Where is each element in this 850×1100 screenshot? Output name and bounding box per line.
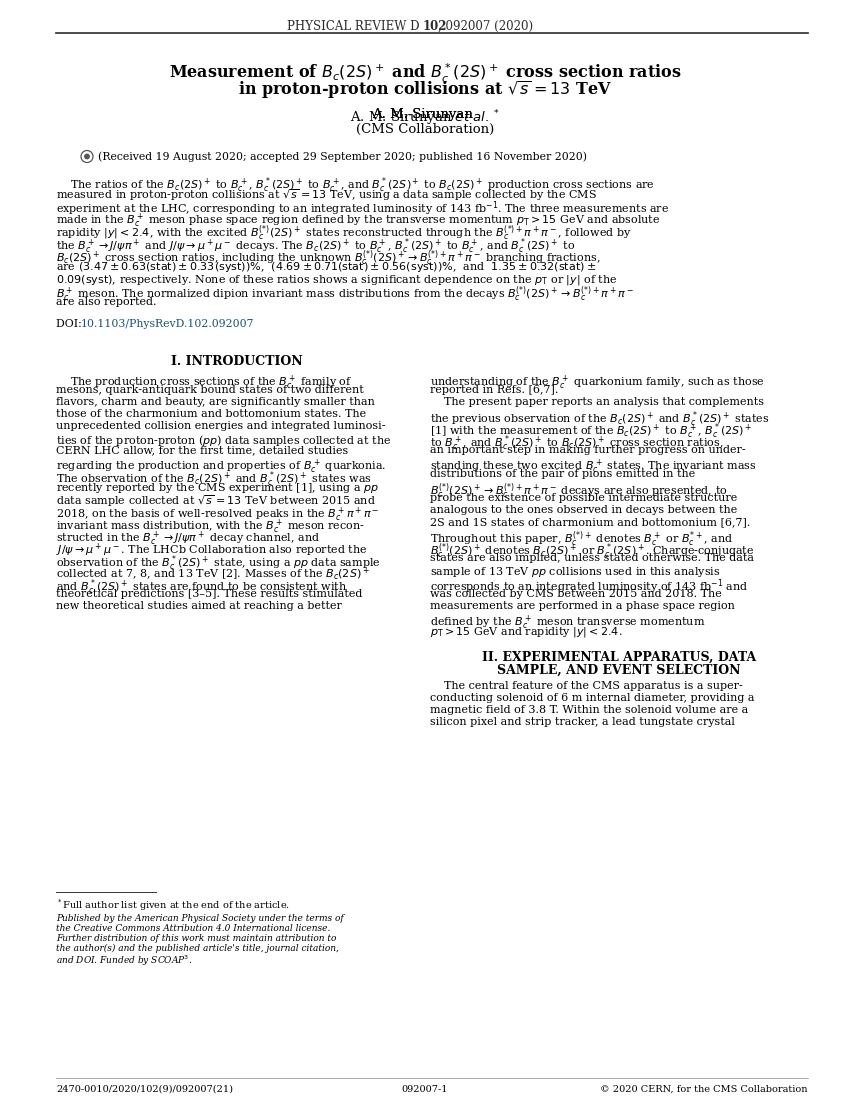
Text: (CMS Collaboration): (CMS Collaboration): [356, 123, 494, 136]
Text: flavors, charm and beauty, are significantly smaller than: flavors, charm and beauty, are significa…: [56, 397, 375, 407]
Text: I. INTRODUCTION: I. INTRODUCTION: [171, 355, 303, 368]
Text: The production cross sections of the $B_c^+$ family of: The production cross sections of the $B_…: [56, 373, 353, 392]
Text: corresponds to an integrated luminosity of 143 fb$^{-1}$ and: corresponds to an integrated luminosity …: [430, 578, 748, 596]
Text: invariant mass distribution, with the $B_c^+$ meson recon-: invariant mass distribution, with the $B…: [56, 517, 365, 536]
Text: theoretical predictions [3–5]. These results stimulated: theoretical predictions [3–5]. These res…: [56, 590, 362, 600]
Text: © 2020 CERN, for the CMS Collaboration: © 2020 CERN, for the CMS Collaboration: [600, 1085, 808, 1094]
Text: 092007-1: 092007-1: [402, 1085, 448, 1094]
Text: $B_c(2S)^+$ cross section ratios, including the unknown $B_c^{(*)}(2S)^+ \to B_c: $B_c(2S)^+$ cross section ratios, includ…: [56, 249, 600, 267]
Text: mesons, quark-antiquark bound states of two different: mesons, quark-antiquark bound states of …: [56, 385, 364, 395]
Text: (Received 19 August 2020; accepted 29 September 2020; published 16 November 2020: (Received 19 August 2020; accepted 29 Se…: [98, 151, 587, 162]
Text: Measurement of $B_c(2S)^+$ and $B_c^*(2S)^+$ cross section ratios: Measurement of $B_c(2S)^+$ and $B_c^*(2S…: [168, 62, 682, 85]
Text: 102: 102: [423, 20, 447, 33]
Text: structed in the $B_c^+ \to J/\psi\pi^+$ decay channel, and: structed in the $B_c^+ \to J/\psi\pi^+$ …: [56, 529, 320, 548]
Text: measurements are performed in a phase space region: measurements are performed in a phase sp…: [430, 602, 735, 612]
Text: are also reported.: are also reported.: [56, 297, 156, 307]
Text: defined by the $B_c^+$ meson transverse momentum: defined by the $B_c^+$ meson transverse …: [430, 613, 706, 631]
Text: sample of 13 TeV $pp$ collisions used in this analysis: sample of 13 TeV $pp$ collisions used in…: [430, 565, 721, 580]
Text: A. M. Sirunyan $\mathit{et\ al.}^*$: A. M. Sirunyan $\mathit{et\ al.}^*$: [350, 108, 500, 128]
Text: observation of the $B_c^*(2S)^+$ state, using a $pp$ data sample: observation of the $B_c^*(2S)^+$ state, …: [56, 553, 381, 573]
Text: DOI:: DOI:: [56, 319, 85, 329]
Text: reported in Refs. [6,7].: reported in Refs. [6,7].: [430, 385, 558, 395]
Text: made in the $B_c^+$ meson phase space region defined by the transverse momentum : made in the $B_c^+$ meson phase space re…: [56, 211, 660, 230]
Text: 2018, on the basis of well-resolved peaks in the $B_c^+\pi^+\pi^-$: 2018, on the basis of well-resolved peak…: [56, 505, 379, 524]
Text: , 092007 (2020): , 092007 (2020): [438, 20, 533, 33]
Text: states are also implied, unless stated otherwise. The data: states are also implied, unless stated o…: [430, 553, 754, 563]
Text: Published by the American Physical Society under the terms of: Published by the American Physical Socie…: [56, 914, 343, 923]
Text: $0.09({\rm syst})$, respectively. None of these ratios shows a significant depen: $0.09({\rm syst})$, respectively. None o…: [56, 273, 617, 287]
Text: $p_{\rm T} > 15$ GeV and rapidity $|y| < 2.4$.: $p_{\rm T} > 15$ GeV and rapidity $|y| <…: [430, 625, 622, 639]
Text: $^*$Full author list given at the end of the article.: $^*$Full author list given at the end of…: [56, 896, 290, 913]
Text: are $(3.47 \pm 0.63({\rm stat}) \pm 0.33({\rm syst}))\%$,  $(4.69 \pm 0.71({\rm : are $(3.47 \pm 0.63({\rm stat}) \pm 0.33…: [56, 261, 596, 274]
Text: 2470-0010/2020/102(9)/092007(21): 2470-0010/2020/102(9)/092007(21): [56, 1085, 233, 1094]
Text: $J/\psi \to \mu^+\mu^-$. The LHCb Collaboration also reported the: $J/\psi \to \mu^+\mu^-$. The LHCb Collab…: [56, 541, 367, 559]
Text: magnetic field of 3.8 T. Within the solenoid volume are a: magnetic field of 3.8 T. Within the sole…: [430, 705, 748, 715]
Text: and DOI. Funded by SCOAP$^3$.: and DOI. Funded by SCOAP$^3$.: [56, 954, 192, 968]
Text: new theoretical studies aimed at reaching a better: new theoretical studies aimed at reachin…: [56, 602, 342, 612]
Text: The ratios of the $B_c(2S)^+$ to $B_c^+$, $B_c^*(2S)^+$ to $B_c^+$, and $B_c^*(2: The ratios of the $B_c(2S)^+$ to $B_c^+$…: [56, 175, 654, 195]
Text: ties of the proton-proton ($pp$) data samples collected at the: ties of the proton-proton ($pp$) data sa…: [56, 433, 391, 448]
Circle shape: [85, 154, 89, 158]
Text: recently reported by the CMS experiment [1], using a $pp$: recently reported by the CMS experiment …: [56, 481, 379, 495]
Text: II. EXPERIMENTAL APPARATUS, DATA: II. EXPERIMENTAL APPARATUS, DATA: [482, 651, 756, 664]
Text: those of the charmonium and bottomonium states. The: those of the charmonium and bottomonium …: [56, 409, 366, 419]
Text: was collected by CMS between 2015 and 2018. The: was collected by CMS between 2015 and 20…: [430, 590, 722, 600]
Text: $B_c^+$ meson. The normalized dipion invariant mass distributions from the decay: $B_c^+$ meson. The normalized dipion inv…: [56, 285, 634, 305]
Text: analogous to the ones observed in decays between the: analogous to the ones observed in decays…: [430, 505, 737, 515]
Text: The central feature of the CMS apparatus is a super-: The central feature of the CMS apparatus…: [430, 681, 743, 691]
Text: an important step in making further progress on under-: an important step in making further prog…: [430, 446, 745, 455]
Text: data sample collected at $\sqrt{s} = 13$ TeV between 2015 and: data sample collected at $\sqrt{s} = 13$…: [56, 493, 376, 509]
Text: distributions of the pair of pions emitted in the: distributions of the pair of pions emitt…: [430, 470, 695, 480]
Text: the $B_c^+ \to J/\psi\pi^+$ and $J/\psi \to \mu^+\mu^-$ decays. The $B_c(2S)^+$ : the $B_c^+ \to J/\psi\pi^+$ and $J/\psi …: [56, 236, 575, 255]
Text: measured in proton-proton collisions at $\sqrt{s} = 13$ TeV, using a data sample: measured in proton-proton collisions at …: [56, 187, 597, 202]
Text: experiment at the LHC, corresponding to an integrated luminosity of 143 fb$^{-1}: experiment at the LHC, corresponding to …: [56, 199, 669, 218]
Text: the previous observation of the $B_c(2S)^+$ and $B_c^*(2S)^+$ states: the previous observation of the $B_c(2S)…: [430, 409, 769, 429]
Text: rapidity $|y| < 2.4$, with the excited $B_c^{(*)}(2S)^+$ states reconstructed th: rapidity $|y| < 2.4$, with the excited $…: [56, 223, 632, 243]
Text: to $B_c^+$, and $B_c^*(2S)^+$ to $B_c(2S)^+$ cross section ratios,: to $B_c^+$, and $B_c^*(2S)^+$ to $B_c(2S…: [430, 433, 723, 453]
Text: 10.1103/PhysRevD.102.092007: 10.1103/PhysRevD.102.092007: [81, 319, 254, 329]
Text: CERN LHC allow, for the first time, detailed studies: CERN LHC allow, for the first time, deta…: [56, 446, 348, 455]
Text: standing these two excited $B_c^+$ states. The invariant mass: standing these two excited $B_c^+$ state…: [430, 458, 756, 475]
Text: [1] with the measurement of the $B_c(2S)^+$ to $B_c^+$, $B_c^*(2S)^+$: [1] with the measurement of the $B_c(2S)…: [430, 421, 752, 441]
Text: Throughout this paper, $B_c^{(*)+}$ denotes $B_c^+$ or $B_c^{*+}$, and: Throughout this paper, $B_c^{(*)+}$ deno…: [430, 529, 733, 549]
Text: the Creative Commons Attribution 4.0 International license.: the Creative Commons Attribution 4.0 Int…: [56, 924, 331, 933]
Text: in proton-proton collisions at $\sqrt{s} = 13$ TeV: in proton-proton collisions at $\sqrt{s}…: [238, 79, 612, 101]
Text: conducting solenoid of 6 m internal diameter, providing a: conducting solenoid of 6 m internal diam…: [430, 693, 755, 703]
Text: PHYSICAL REVIEW D: PHYSICAL REVIEW D: [286, 20, 423, 33]
Text: 2S and 1S states of charmonium and bottomonium [6,7].: 2S and 1S states of charmonium and botto…: [430, 517, 751, 527]
Text: Further distribution of this work must maintain attribution to: Further distribution of this work must m…: [56, 934, 337, 943]
Text: SAMPLE, AND EVENT SELECTION: SAMPLE, AND EVENT SELECTION: [497, 664, 740, 678]
Text: silicon pixel and strip tracker, a lead tungstate crystal: silicon pixel and strip tracker, a lead …: [430, 717, 735, 727]
Text: understanding of the $B_c^+$ quarkonium family, such as those: understanding of the $B_c^+$ quarkonium …: [430, 373, 765, 392]
Text: the author(s) and the published article's title, journal citation,: the author(s) and the published article'…: [56, 944, 339, 953]
Text: $B_c^{(*)}(2S)^+ \to B_c^{(*)+}\pi^+\pi^-$ decays are also presented, to: $B_c^{(*)}(2S)^+ \to B_c^{(*)+}\pi^+\pi^…: [430, 481, 728, 500]
Text: $B_c^{(*)}(2S)^+$ denotes $B_c(2S)^+$ or $B_c^*(2S)^+$. Charge-conjugate: $B_c^{(*)}(2S)^+$ denotes $B_c(2S)^+$ or…: [430, 541, 755, 561]
Text: A. M. Sirunyan: A. M. Sirunyan: [372, 108, 478, 121]
Text: unprecedented collision energies and integrated luminosi-: unprecedented collision energies and int…: [56, 421, 386, 431]
Text: The present paper reports an analysis that complements: The present paper reports an analysis th…: [430, 397, 764, 407]
Text: The observation of the $B_c(2S)^+$ and $B_c^*(2S)^+$ states was: The observation of the $B_c(2S)^+$ and $…: [56, 470, 372, 488]
Text: collected at 7, 8, and 13 TeV [2]. Masses of the $B_c(2S)^+$: collected at 7, 8, and 13 TeV [2]. Masse…: [56, 565, 370, 582]
Text: probe the existence of possible intermediate structure: probe the existence of possible intermed…: [430, 493, 737, 503]
Text: regarding the production and properties of $B_c^+$ quarkonia.: regarding the production and properties …: [56, 458, 387, 475]
Text: A. M. Sirunyan: A. M. Sirunyan: [372, 108, 478, 121]
Text: and $B_c^*(2S)^+$ states are found to be consistent with: and $B_c^*(2S)^+$ states are found to be…: [56, 578, 347, 597]
